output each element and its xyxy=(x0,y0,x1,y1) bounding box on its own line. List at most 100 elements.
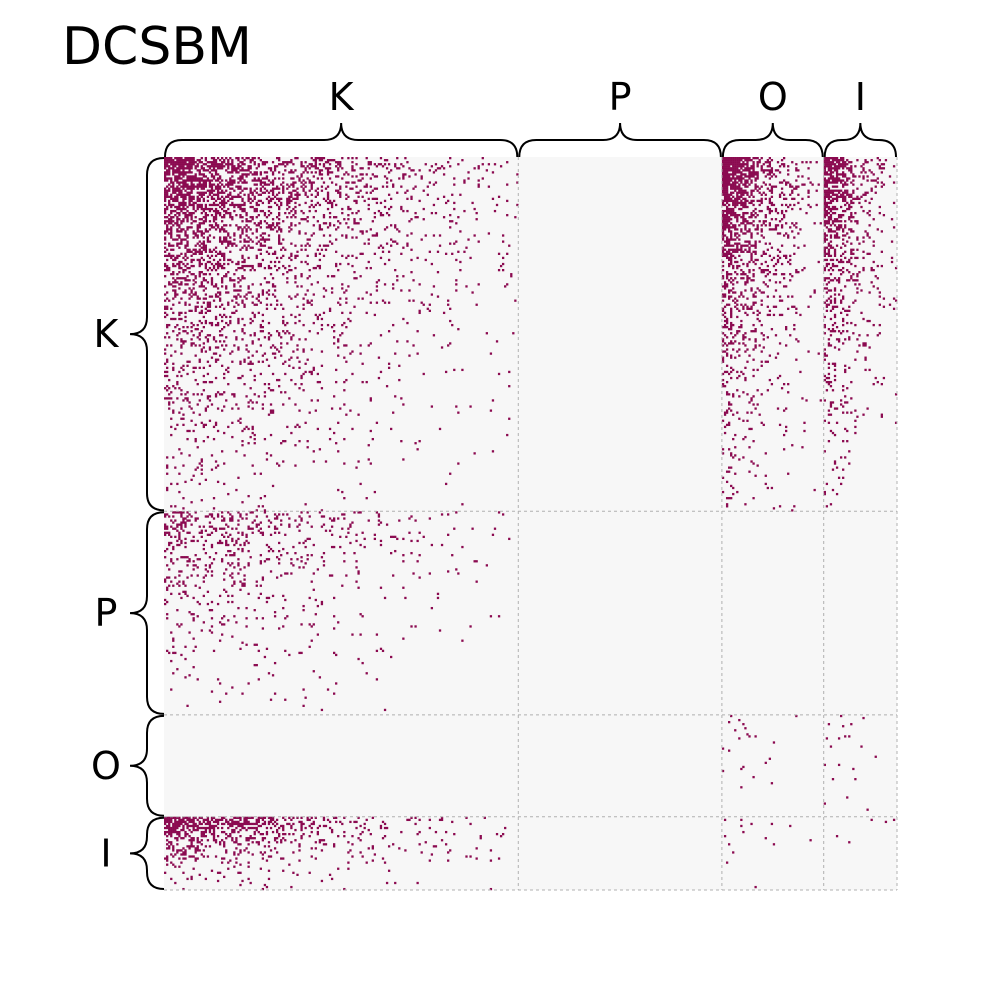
edge-cell xyxy=(188,177,191,180)
edge-cell xyxy=(192,411,195,414)
edge-cell xyxy=(846,177,849,180)
edge-cell xyxy=(214,466,218,469)
edge-cell xyxy=(257,193,260,196)
edge-cell xyxy=(827,169,831,172)
edge-cell xyxy=(725,181,729,184)
edge-cell xyxy=(318,258,322,262)
edge-cell xyxy=(752,173,755,176)
edge-cell xyxy=(825,185,829,188)
edge-cell xyxy=(237,159,240,162)
edge-cell xyxy=(844,161,847,164)
edge-cell xyxy=(721,360,725,363)
edge-cell xyxy=(259,189,262,192)
edge-cell xyxy=(196,250,199,253)
edge-cell xyxy=(823,203,826,207)
edge-cell xyxy=(736,220,739,223)
edge-cell xyxy=(208,185,212,188)
edge-cell xyxy=(257,311,260,315)
edge-cell xyxy=(184,303,187,306)
edge-cell xyxy=(255,228,258,231)
edge-cell xyxy=(180,189,183,192)
edge-cell xyxy=(182,220,185,223)
edge-cell xyxy=(292,163,295,166)
edge-cell xyxy=(723,319,727,323)
edge-cell xyxy=(333,216,336,219)
edge-cell xyxy=(204,218,208,221)
edge-cell xyxy=(194,165,197,168)
edge-cell xyxy=(178,189,181,192)
edge-cell xyxy=(194,423,197,427)
edge-cell xyxy=(742,222,745,225)
edge-cell xyxy=(829,191,833,194)
edge-cell xyxy=(365,191,368,194)
edge-cell xyxy=(730,403,733,406)
edge-cell xyxy=(723,222,727,225)
edge-cell xyxy=(271,285,275,288)
edge-cell xyxy=(369,228,372,231)
edge-cell xyxy=(216,193,220,196)
edge-cell xyxy=(237,476,240,479)
edge-cell xyxy=(269,260,273,264)
edge-cell xyxy=(223,372,226,376)
edge-cell xyxy=(247,244,250,247)
edge-cell xyxy=(194,354,197,357)
edge-cell xyxy=(330,242,334,245)
edge-cell xyxy=(218,334,222,337)
edge-cell xyxy=(263,238,267,241)
edge-cell xyxy=(237,303,240,306)
edge-cell xyxy=(225,246,228,249)
edge-cell xyxy=(837,214,841,217)
edge-cell xyxy=(208,209,212,213)
edge-cell xyxy=(294,169,297,172)
edge-cell xyxy=(178,161,181,164)
edge-cell xyxy=(862,177,865,180)
edge-cell xyxy=(723,214,727,217)
edge-cell xyxy=(223,326,226,329)
edge-cell xyxy=(243,207,246,211)
edge-cell xyxy=(208,334,212,337)
edge-cell xyxy=(335,189,338,192)
edge-cell xyxy=(178,411,181,414)
edge-cell xyxy=(186,228,189,231)
edge-cell xyxy=(214,315,218,319)
edge-cell xyxy=(164,191,167,194)
edge-cell xyxy=(723,199,727,203)
edge-cell xyxy=(194,173,197,176)
edge-cell xyxy=(204,409,208,412)
edge-cell xyxy=(241,440,244,443)
edge-cell xyxy=(294,201,297,205)
edge-cell xyxy=(725,393,729,396)
edge-cell xyxy=(206,268,210,272)
edge-cell xyxy=(255,201,258,205)
edge-cell xyxy=(218,167,222,170)
edge-cell xyxy=(426,307,429,310)
edge-cell xyxy=(253,179,256,182)
edge-cell xyxy=(740,165,743,168)
edge-cell xyxy=(844,209,847,213)
edge-cell xyxy=(251,342,254,345)
edge-cell xyxy=(194,366,197,370)
edge-cell xyxy=(827,205,831,209)
edge-cell xyxy=(852,279,855,282)
edge-cell xyxy=(846,429,849,433)
edge-cell xyxy=(734,157,737,160)
edge-cell xyxy=(314,252,317,255)
edge-cell xyxy=(288,268,291,272)
edge-cell xyxy=(196,258,199,262)
edge-cell xyxy=(864,193,867,196)
edge-cell xyxy=(223,275,226,278)
edge-cell xyxy=(842,330,845,333)
edge-cell xyxy=(320,169,324,172)
edge-cell xyxy=(799,228,802,231)
edge-cell xyxy=(353,305,356,308)
edge-cell xyxy=(858,271,861,274)
edge-cell xyxy=(870,171,873,174)
edge-cell xyxy=(778,195,782,198)
edge-cell xyxy=(245,240,248,243)
edge-cell xyxy=(245,344,248,347)
edge-cell xyxy=(730,497,733,500)
edge-cell xyxy=(335,183,338,186)
edge-cell xyxy=(848,207,851,211)
edge-cell xyxy=(774,209,778,213)
edge-cell xyxy=(823,268,826,272)
